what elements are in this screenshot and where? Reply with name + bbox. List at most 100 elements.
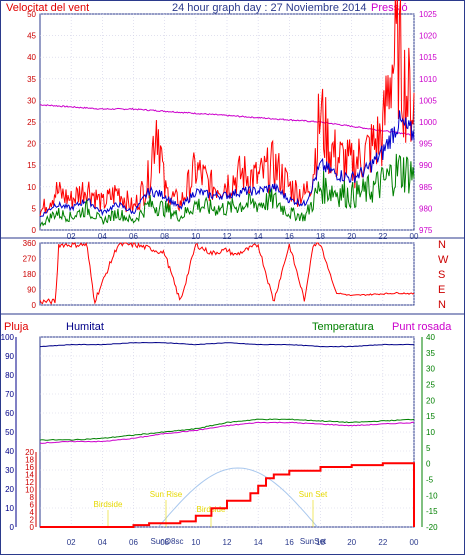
- rain-tick-label: 4: [30, 508, 35, 517]
- wind-speed-tick-label: 20: [27, 140, 36, 149]
- wind-speed-tick-label: 25: [27, 118, 36, 127]
- humidity-ticks: 0 10 20 30 40 50 60 70 80 90 100: [1, 333, 15, 532]
- wind-speed-label: Velocitat del vent: [6, 2, 89, 14]
- time-tick-label: 00: [410, 538, 419, 547]
- time-tick-label: 06: [129, 232, 138, 241]
- time-tick-label: 04: [98, 232, 107, 241]
- time-tick-label: 10: [191, 232, 200, 241]
- rain-tick-label: 12: [25, 478, 34, 487]
- wind-speed-tick-label: 40: [27, 53, 36, 62]
- compass-letter: W: [438, 254, 449, 266]
- sunset-marker-label: Sun Set: [299, 490, 328, 499]
- rain-tick-label: 16: [25, 463, 34, 472]
- temperature-tick-label: 35: [426, 349, 435, 358]
- temperature-ticks: -20 -15 -10 -5 0 5 10 15 20 25 30 35 40: [426, 333, 438, 532]
- pressure-tick-label: 1005: [419, 96, 437, 105]
- time-tick-label: 22: [378, 538, 387, 547]
- pressure-tick-label: 990: [419, 161, 433, 170]
- wind-direction-grid: [40, 242, 415, 306]
- humidity-tick-label: 30: [5, 466, 14, 475]
- time-tick-label: 16: [285, 538, 294, 547]
- temperature-tick-label: 25: [426, 381, 435, 390]
- temperature-tick-label: 5: [426, 444, 431, 453]
- wind-direction-tick-label: 180: [23, 270, 37, 279]
- time-tick-label: 08: [160, 538, 169, 547]
- compass-letter: E: [438, 284, 445, 296]
- time-tick-label: 16: [285, 232, 294, 241]
- temperature-line: [39, 418, 415, 441]
- pressure-tick-label: 1000: [419, 118, 437, 127]
- time-tick-label: 14: [254, 232, 263, 241]
- temperature-tick-label: 40: [426, 333, 435, 342]
- pressure-tick-label: 975: [419, 226, 433, 235]
- time-tick-label: 22: [378, 232, 387, 241]
- pressure-tick-label: 995: [419, 140, 433, 149]
- time-tick-label: 00: [410, 232, 419, 241]
- climate-series: [39, 341, 415, 528]
- graph-title: 24 hour graph day : 27 Noviembre 2014: [172, 2, 366, 14]
- birdside-marker-label: Birdside: [94, 500, 123, 509]
- pressure-tick-label: 1010: [419, 75, 437, 84]
- humidity-tick-label: 70: [5, 390, 14, 399]
- humidity-tick-label: 90: [5, 352, 14, 361]
- time-tick-label: 12: [223, 232, 232, 241]
- temperature-label: Temperatura: [312, 321, 375, 333]
- wind-time-ticks: 02 04 06 08 10 12 14 16 18 20 22 00: [67, 232, 419, 241]
- humidity-tick-label: 40: [5, 447, 14, 456]
- dewpoint-label: Punt rosada: [392, 321, 452, 333]
- time-tick-label: 14: [254, 538, 263, 547]
- pressure-ticks: 975 980 985 990 995 1000 1005 1010 1015 1020 1025: [419, 10, 437, 235]
- temperature-tick-label: -15: [426, 507, 438, 516]
- rain-label: Pluja: [4, 321, 29, 333]
- sunset-bottom-label: SunSet: [300, 537, 327, 546]
- rain-tick-label: 2: [30, 516, 35, 525]
- time-tick-label: 18: [316, 538, 325, 547]
- temperature-tick-label: 15: [426, 412, 435, 421]
- humidity-tick-label: 60: [5, 409, 14, 418]
- wind-direction-tick-label: 90: [27, 286, 36, 295]
- wind-speed-tick-label: 35: [27, 75, 36, 84]
- humidity-tick-label: 10: [5, 504, 14, 513]
- wind-speed-tick-label: 45: [27, 32, 36, 41]
- wind-direction-series: [39, 242, 415, 305]
- temperature-tick-label: -5: [426, 476, 434, 485]
- wind-average-line: [39, 110, 415, 218]
- compass-letter: S: [438, 269, 445, 281]
- sunrise-marker-label: Sun Rise: [150, 490, 183, 499]
- wind-speed-tick-label: 30: [27, 96, 36, 105]
- humidity-tick-label: 0: [10, 523, 15, 532]
- pressure-tick-label: 980: [419, 204, 433, 213]
- humidity-label: Humitat: [66, 321, 104, 333]
- rain-tick-label: 18: [25, 456, 34, 465]
- humidity-tick-label: 80: [5, 371, 14, 380]
- wind-direction-tick-label: 0: [32, 301, 37, 310]
- wind-direction-line: [39, 242, 415, 305]
- wind-speed-ticks: 0 5 10 15 20 25 30 35 40 45 50: [27, 10, 36, 235]
- compass-letter: N: [438, 239, 446, 251]
- humidity-line: [39, 341, 415, 348]
- pressure-tick-label: 985: [419, 183, 433, 192]
- rain-tick-label: 14: [25, 471, 34, 480]
- pressure-tick-label: 1020: [419, 32, 437, 41]
- dewpoint-line: [39, 421, 415, 444]
- wind-speed-tick-label: 15: [27, 161, 36, 170]
- rain-tick-label: 10: [25, 486, 34, 495]
- pressure-line: [40, 104, 415, 136]
- sun-path-arc: [158, 467, 318, 528]
- temperature-tick-label: 30: [426, 365, 435, 374]
- temperature-tick-label: -10: [426, 491, 438, 500]
- humidity-tick-label: 20: [5, 485, 14, 494]
- temperature-tick-label: 20: [426, 396, 435, 405]
- wind-direction-tick-label: 360: [23, 239, 37, 248]
- time-tick-label: 02: [67, 538, 76, 547]
- time-tick-label: 12: [223, 538, 232, 547]
- climate-time-ticks: 02 04 06 08 10 12 14 16 18 20 22 00: [67, 538, 419, 547]
- time-tick-label: 08: [160, 232, 169, 241]
- pressure-tick-label: 1015: [419, 53, 437, 62]
